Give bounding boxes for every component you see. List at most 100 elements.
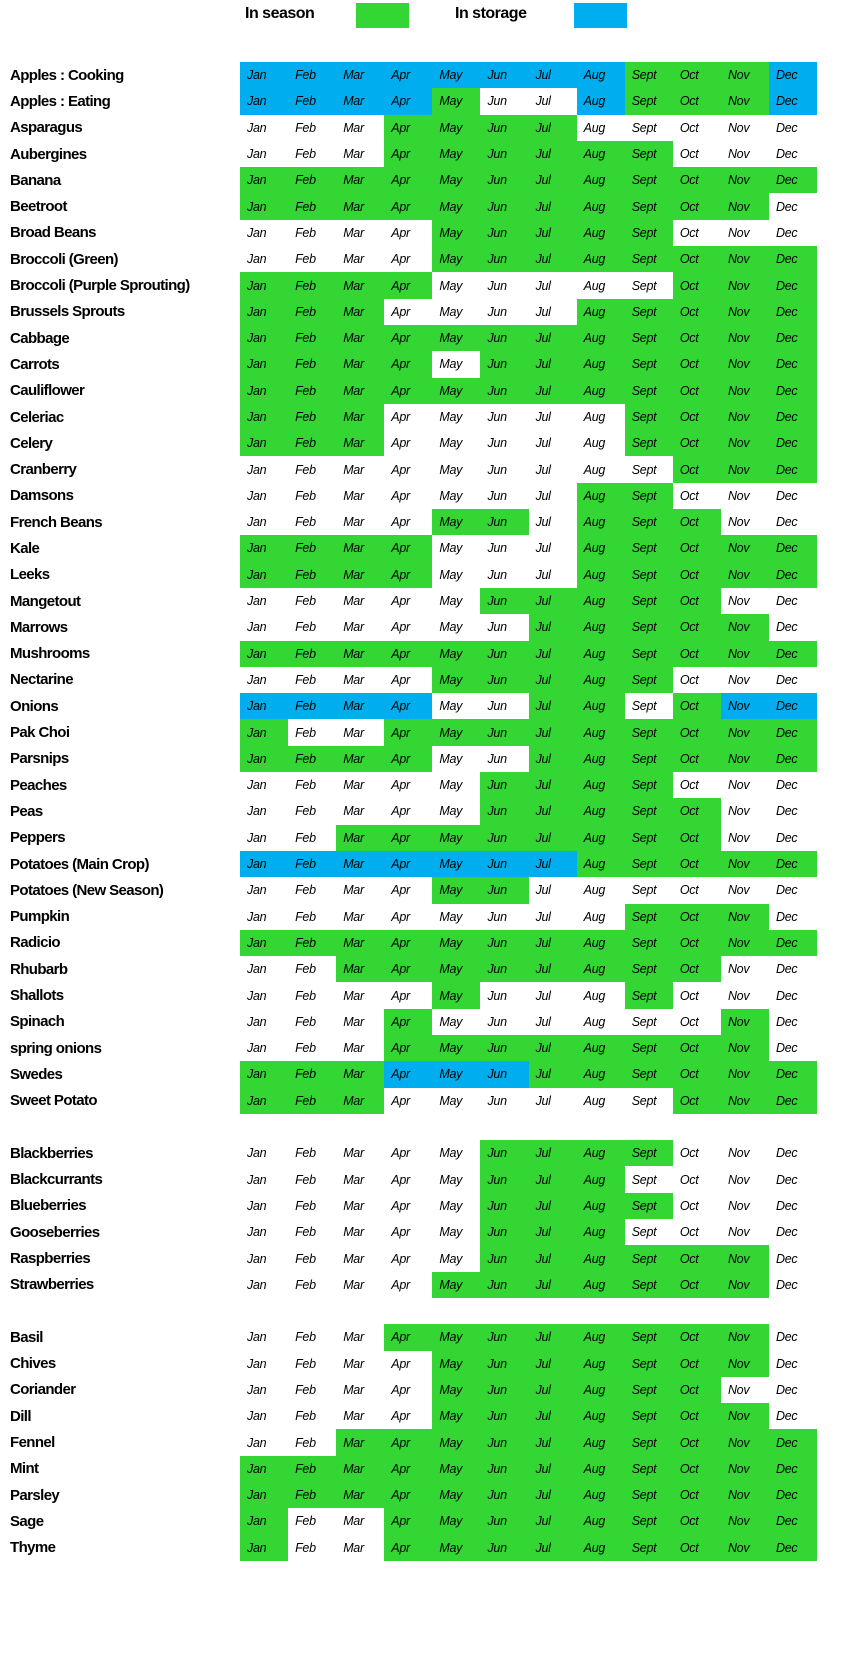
month-cell: Feb [288, 114, 337, 141]
month-cell: Sept [624, 324, 673, 352]
month-cell: Jun [480, 929, 529, 957]
month-cell: Apr [384, 377, 433, 404]
month-cell: Jul [528, 430, 577, 457]
month-cell: Jun [480, 509, 529, 536]
month-cell: Aug [576, 351, 625, 378]
month-cell: Dec [769, 561, 818, 588]
produce-label: Potatoes (New Season) [10, 881, 164, 899]
month-cell: Apr [384, 903, 433, 930]
month-cell: Jun [480, 324, 529, 352]
month-cells: Jan Feb Mar Apr May Jun Jul Aug Sept Oct Nov Dec [240, 1192, 818, 1220]
month-cell: Aug [576, 1192, 625, 1220]
month-cell: May [432, 430, 481, 457]
month-cell: Apr [384, 1219, 433, 1246]
month-cell: Jun [480, 377, 529, 404]
produce-label: Raspberries [10, 1250, 91, 1267]
month-cell: Feb [288, 246, 337, 273]
month-cell: Jul [528, 62, 577, 89]
month-cell: Apr [384, 1140, 433, 1167]
produce-label: Banana [10, 171, 61, 189]
month-cell: Mar [336, 824, 385, 851]
month-cell: Mar [336, 1087, 385, 1114]
month-cell: Nov [720, 1219, 770, 1246]
produce-row: Apples : Eating Jan Feb Mar Apr May Jun Jul Aug S… [0, 88, 865, 115]
month-cell: Jun [480, 482, 529, 510]
month-cell: Jan [240, 246, 289, 273]
month-cell: Oct [672, 1534, 721, 1561]
month-cell: Mar [336, 929, 385, 957]
produce-row: Spinach Jan Feb Mar Apr May Jun Jul Aug Sept Oct No… [0, 1008, 865, 1035]
month-cell: Aug [576, 219, 625, 247]
month-cell: Sept [624, 88, 673, 115]
month-cell: May [432, 1192, 481, 1220]
month-cell: Jan [240, 719, 289, 746]
month-cell: Jun [480, 456, 529, 483]
month-cell: Jan [240, 430, 289, 457]
month-cell: Nov [720, 824, 770, 851]
produce-row: Potatoes (New Season) Jan Feb Mar Apr May Jun J… [0, 877, 865, 904]
month-cell: Nov [720, 1455, 770, 1483]
month-cell: Sept [624, 1455, 673, 1483]
month-cell: Apr [384, 1508, 433, 1535]
month-cell: Oct [672, 456, 721, 483]
month-cell: Dec [769, 877, 818, 904]
month-cell: Feb [288, 324, 337, 352]
month-cell: Nov [720, 693, 770, 720]
month-cell: Dec [769, 1166, 818, 1193]
produce-label: Carrots [10, 355, 60, 373]
month-cell: Dec [769, 246, 818, 273]
month-cell: Sept [624, 167, 673, 194]
month-cell: Mar [336, 877, 385, 904]
month-cell: Jun [480, 877, 529, 904]
produce-label: Dill [10, 1407, 32, 1425]
month-cell: Jun [480, 114, 529, 141]
month-cell: Feb [288, 1140, 337, 1167]
produce-label: Chives [10, 1355, 56, 1373]
month-cell: Dec [769, 666, 818, 694]
month-cell: Feb [288, 1534, 337, 1561]
month-cell: Aug [576, 1061, 625, 1088]
month-cell: Aug [576, 193, 625, 220]
month-cell: Nov [720, 666, 770, 694]
month-cell: Feb [288, 1166, 337, 1193]
month-cell: Aug [576, 298, 625, 325]
produce-row: Strawberries Jan Feb Mar Apr May Jun Jul Aug Sept… [0, 1271, 865, 1298]
month-cell: Nov [720, 430, 770, 457]
month-cell: May [432, 1061, 481, 1088]
month-cell: Nov [720, 193, 770, 220]
month-cell: Jul [528, 719, 577, 746]
month-cell: Mar [336, 850, 385, 878]
month-cell: Jul [528, 272, 577, 299]
month-cell: Jan [240, 219, 289, 247]
month-cell: Nov [720, 1429, 770, 1456]
produce-label: Basil [10, 1328, 43, 1346]
month-cell: Apr [384, 1482, 433, 1509]
month-cell: Jan [240, 561, 289, 588]
month-cell: Feb [288, 956, 337, 983]
month-cell: Feb [288, 561, 337, 588]
month-cell: Oct [672, 482, 721, 510]
month-cell: Mar [336, 719, 385, 746]
month-cells: Jan Feb Mar Apr May Jun Jul Aug Sept Oct Nov Dec [240, 509, 818, 536]
produce-label: Kale [10, 539, 40, 557]
month-cell: Aug [576, 956, 625, 983]
month-cell: May [432, 324, 481, 352]
produce-row: Cranberry Jan Feb Mar Apr May Jun Jul Aug Sept Oct… [0, 456, 865, 483]
month-cell: May [432, 193, 481, 220]
month-cell: Jan [240, 798, 289, 825]
month-cell: Aug [576, 1034, 625, 1062]
month-cell: May [432, 88, 481, 115]
month-cell: Apr [384, 298, 433, 325]
month-cell: Apr [384, 1271, 433, 1298]
produce-label: Aubergines [10, 145, 87, 163]
month-cell: May [432, 1271, 481, 1298]
month-cell: May [432, 1166, 481, 1193]
month-cell: May [432, 614, 481, 641]
month-cell: Jul [528, 1061, 577, 1088]
month-cell: Aug [576, 509, 625, 536]
month-cell: Dec [769, 324, 818, 352]
month-cell: Oct [672, 1245, 721, 1272]
month-cell: Nov [720, 719, 770, 746]
month-cell: Nov [720, 1482, 770, 1509]
month-cell: May [432, 298, 481, 325]
